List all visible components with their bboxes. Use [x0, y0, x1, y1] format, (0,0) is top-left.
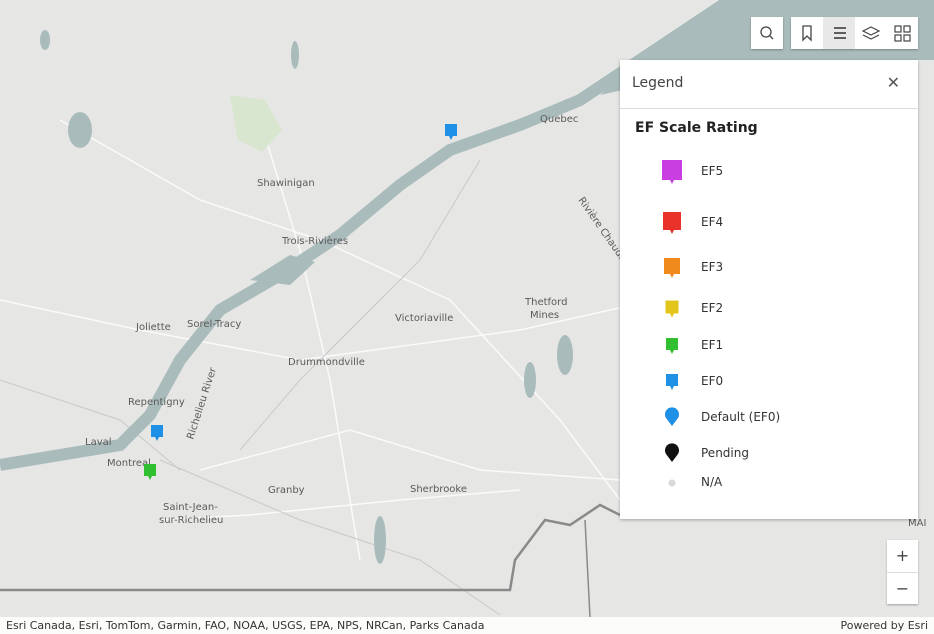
legend-label: Pending [701, 446, 749, 460]
legend-symbol [666, 338, 678, 354]
place-label: Trois-Rivières [281, 235, 348, 247]
legend-panel: Legend ✕ EF Scale Rating EF5 EF4 EF3 EF2 EF1… [620, 60, 918, 519]
attribution: Esri Canada, Esri, TomTom, Garmin, FAO, … [6, 619, 485, 632]
close-button[interactable]: ✕ [886, 73, 900, 92]
legend-label: EF1 [701, 338, 724, 352]
toolbar [791, 17, 918, 49]
place-label: Victoriaville [395, 313, 453, 324]
place-label: Sorel-Tracy [187, 319, 241, 330]
legend-label: EF3 [701, 260, 724, 274]
legend-header: Legend ✕ [620, 60, 918, 109]
powered-by[interactable]: Powered by Esri [840, 619, 928, 632]
place-label: Granby [268, 485, 305, 496]
place-label: sur-Richelieu [159, 515, 223, 526]
legend-symbol [668, 479, 676, 487]
legend-label: EF2 [701, 301, 724, 315]
legend-symbol [665, 300, 679, 318]
place-label: Quebec [540, 114, 578, 125]
list-icon [834, 27, 846, 39]
layer-title: EF Scale Rating [635, 120, 758, 136]
legend-label: N/A [701, 475, 723, 489]
tornado-marker[interactable] [151, 425, 163, 441]
place-label: Montreal [107, 458, 151, 469]
place-label: MAI [908, 518, 926, 529]
legend-symbol [664, 258, 680, 278]
legend-symbol [665, 443, 679, 462]
legend-symbol [666, 374, 678, 390]
legend-title: Legend [632, 75, 684, 91]
zoom-controls: + − [887, 540, 918, 604]
place-label: Thetford [524, 297, 567, 308]
legend-label: EF0 [701, 374, 724, 388]
tornado-marker[interactable] [144, 464, 156, 480]
search-button[interactable] [751, 17, 783, 49]
place-label: Shawinigan [257, 178, 315, 189]
place-label: Joliette [135, 322, 171, 333]
place-label: Mines [530, 310, 559, 321]
legend-symbol [665, 407, 679, 426]
zoom-in[interactable]: + [887, 540, 918, 573]
place-label: Repentigny [128, 397, 185, 408]
zoom-out[interactable]: − [895, 579, 910, 598]
search-icon [760, 26, 774, 40]
attribution-bar: Esri Canada, Esri, TomTom, Garmin, FAO, … [0, 617, 934, 634]
bookmark-icon[interactable] [802, 25, 812, 42]
place-label: Drummondville [288, 357, 365, 368]
layers-icon[interactable] [861, 26, 881, 40]
toolbar-icons [802, 17, 911, 49]
legend-symbol [662, 160, 682, 184]
place-label: Laval [85, 437, 112, 448]
place-label: Richelieu River [185, 365, 219, 440]
legend-label: EF5 [701, 164, 724, 178]
legend-label: EF4 [701, 215, 724, 229]
place-label: Sherbrooke [410, 484, 467, 495]
legend-label: Default (EF0) [701, 410, 781, 424]
qr-icon[interactable] [894, 25, 911, 42]
tornado-marker[interactable] [445, 124, 457, 140]
place-label: Saint-Jean- [163, 502, 218, 513]
legend-symbol [663, 212, 681, 234]
